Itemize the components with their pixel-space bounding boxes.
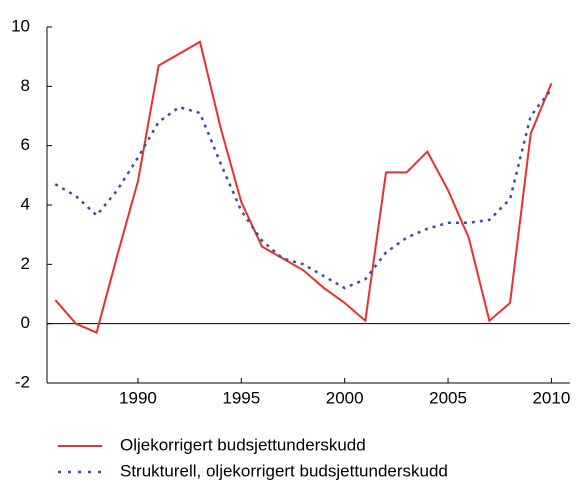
x-tick-label: 1995: [222, 388, 260, 407]
legend-label: Oljekorrigert budsjettunderskudd: [120, 435, 366, 454]
y-tick-label: -2: [15, 372, 30, 391]
x-tick-label: 2005: [429, 388, 467, 407]
x-tick-label: 1990: [119, 388, 157, 407]
y-tick-label: 2: [21, 254, 30, 273]
y-tick-label: 8: [21, 76, 30, 95]
y-tick-label: 6: [21, 135, 30, 154]
series-line: [54, 40, 553, 334]
legend-label: Strukturell, oljekorrigert budsjettunder…: [120, 461, 448, 480]
x-tick-label: 2010: [532, 388, 570, 407]
x-tick-label: 2000: [326, 388, 364, 407]
series-line: [54, 88, 553, 290]
y-tick-label: 10: [11, 16, 30, 35]
y-tick-label: 4: [21, 194, 30, 213]
y-tick-label: 0: [21, 313, 30, 332]
